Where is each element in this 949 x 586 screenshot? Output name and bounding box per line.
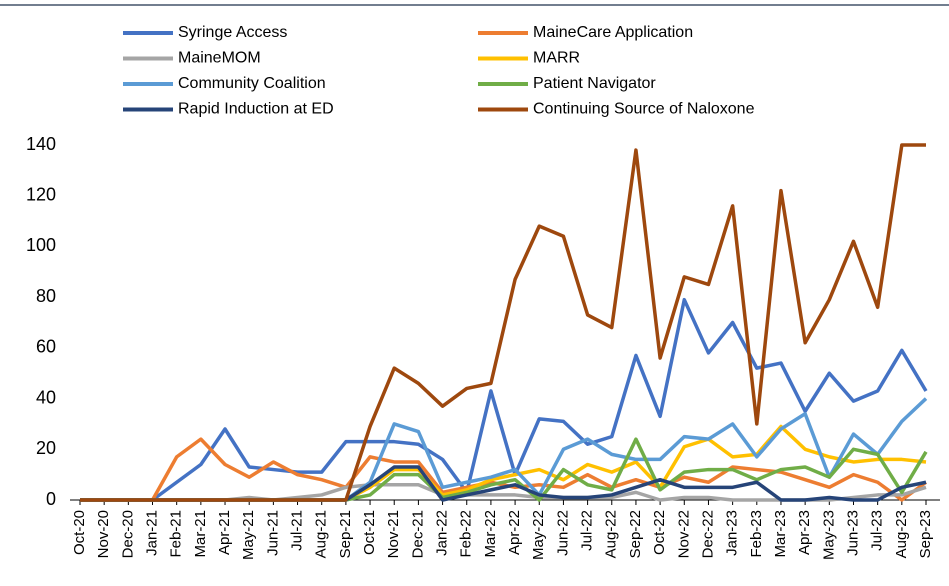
y-tick-label: 80 (36, 286, 56, 306)
x-tick-label: Aug-22 (603, 510, 620, 558)
x-tick-label: Jan-22 (434, 510, 451, 556)
series-line (80, 437, 928, 502)
x-tick-label: Oct-20 (71, 510, 88, 555)
x-tick-label: Jun-22 (554, 510, 571, 556)
x-tick-label: Jun-21 (264, 510, 281, 556)
x-tick-label: Aug-21 (313, 510, 330, 558)
x-tick-label: Oct-22 (651, 510, 668, 555)
x-tick-label: May-22 (530, 510, 547, 560)
x-tick-label: Jul-21 (289, 510, 306, 551)
x-tick-label: Mar-23 (772, 510, 789, 558)
series-line (80, 297, 928, 502)
x-tick-label: Aug-23 (893, 510, 910, 558)
x-tick-label: Sep-22 (627, 510, 644, 558)
y-tick-label: 20 (36, 438, 56, 458)
y-tick-label: 120 (26, 184, 56, 204)
legend-label: Continuing Source of Naloxone (533, 101, 755, 118)
x-tick-label: Nov-22 (675, 510, 692, 558)
x-tick-label: Apr-22 (506, 510, 523, 555)
x-tick-label: Sep-21 (337, 510, 354, 558)
series-line (80, 437, 928, 502)
x-tick-label: Mar-21 (192, 510, 209, 558)
legend-label: MARR (533, 50, 580, 67)
x-tick-label: May-21 (240, 510, 257, 560)
x-tick-label: Feb-23 (748, 510, 765, 558)
x-tick-label: Dec-21 (409, 510, 426, 558)
y-tick-label: 40 (36, 387, 56, 407)
x-tick-label: Sep-23 (917, 510, 934, 558)
x-tick-label: Jan-21 (143, 510, 160, 556)
y-tick-label: 140 (26, 134, 56, 154)
x-tick-label: Jul-23 (869, 510, 886, 551)
x-tick-label: Jan-23 (724, 510, 741, 556)
x-tick-label: Oct-21 (361, 510, 378, 555)
legend-label: MaineCare Application (533, 24, 693, 41)
legend-label: Rapid Induction at ED (178, 101, 334, 118)
series-line (80, 143, 926, 502)
legend-label: MaineMOM (178, 50, 261, 67)
y-tick-label: 60 (36, 337, 56, 357)
x-tick-label: Jun-23 (844, 510, 861, 556)
x-tick-label: Apr-23 (796, 510, 813, 555)
legend-label: Syringe Access (178, 24, 287, 41)
x-tick-label: May-23 (820, 510, 837, 560)
x-tick-label: Mar-22 (482, 510, 499, 558)
x-tick-label: Nov-21 (385, 510, 402, 558)
x-tick-label: Apr-21 (216, 510, 233, 555)
y-tick-label: 0 (46, 489, 56, 509)
legend-label: Community Coalition (178, 75, 326, 92)
x-tick-label: Dec-22 (699, 510, 716, 558)
x-tick-label: Feb-21 (168, 510, 185, 558)
legend-label: Patient Navigator (533, 75, 656, 92)
x-tick-label: Jul-22 (579, 510, 596, 551)
x-tick-label: Dec-20 (119, 510, 136, 558)
x-tick-label: Nov-20 (95, 510, 112, 558)
y-tick-label: 100 (26, 235, 56, 255)
x-tick-label: Feb-22 (458, 510, 475, 558)
